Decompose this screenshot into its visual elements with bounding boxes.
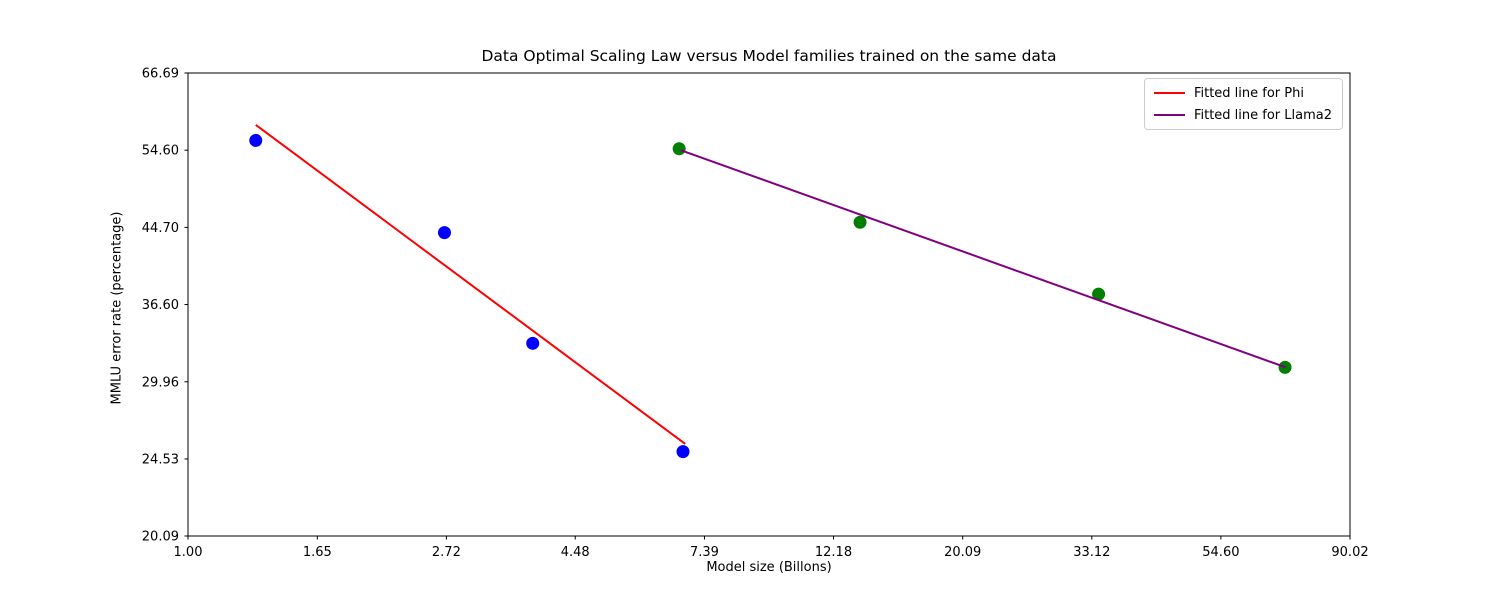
y-tick-label: 36.60 [142, 298, 179, 313]
llama2-fitted-line [680, 149, 1287, 369]
y-axis-label: MMLU error rate (percentage) [109, 211, 125, 405]
phi-data-point [526, 336, 540, 350]
phi-data-point [676, 445, 690, 459]
y-tick-label: 54.60 [142, 144, 179, 159]
x-tick-label: 7.39 [690, 545, 719, 560]
x-tick-label: 54.60 [1202, 545, 1239, 560]
phi-fitted-line [255, 124, 686, 445]
chart-title: Data Optimal Scaling Law versus Model fa… [481, 47, 1057, 65]
x-tick-label: 2.72 [432, 545, 461, 560]
legend-label-phi: Fitted line for Phi [1193, 85, 1304, 101]
y-tick-label: 24.53 [142, 452, 179, 467]
x-tick-label: 12.18 [815, 545, 852, 560]
y-tick-label: 20.09 [142, 530, 179, 545]
x-tick-label: 90.02 [1331, 545, 1368, 560]
plot-frame [187, 72, 1351, 537]
x-axis-label: Model size (Billons) [706, 560, 832, 575]
x-tick-label: 20.09 [944, 545, 981, 560]
llama2-line-sample-icon [1153, 114, 1185, 116]
phi-data-point [437, 226, 451, 240]
legend-entry-phi: Fitted line for Phi [1153, 84, 1332, 102]
legend-entry-llama2: Fitted line for Llama2 [1153, 106, 1332, 124]
x-tick-label: 33.12 [1073, 545, 1110, 560]
phi-data-point [249, 133, 263, 147]
legend-label-llama2: Fitted line for Llama2 [1193, 107, 1332, 123]
legend: Fitted line for Phi Fitted line for Llam… [1143, 78, 1343, 130]
x-tick-label: 1.00 [174, 545, 203, 560]
llama2-data-point [672, 142, 686, 156]
y-tick-label: 29.96 [142, 375, 179, 390]
llama2-data-point [1092, 287, 1106, 301]
x-tick-label: 1.65 [303, 545, 332, 560]
llama2-data-point [853, 215, 867, 229]
y-tick-label: 44.70 [142, 221, 179, 236]
x-tick-label: 4.48 [561, 545, 590, 560]
phi-line-sample-icon [1153, 92, 1185, 94]
y-tick-label: 66.69 [142, 67, 179, 82]
